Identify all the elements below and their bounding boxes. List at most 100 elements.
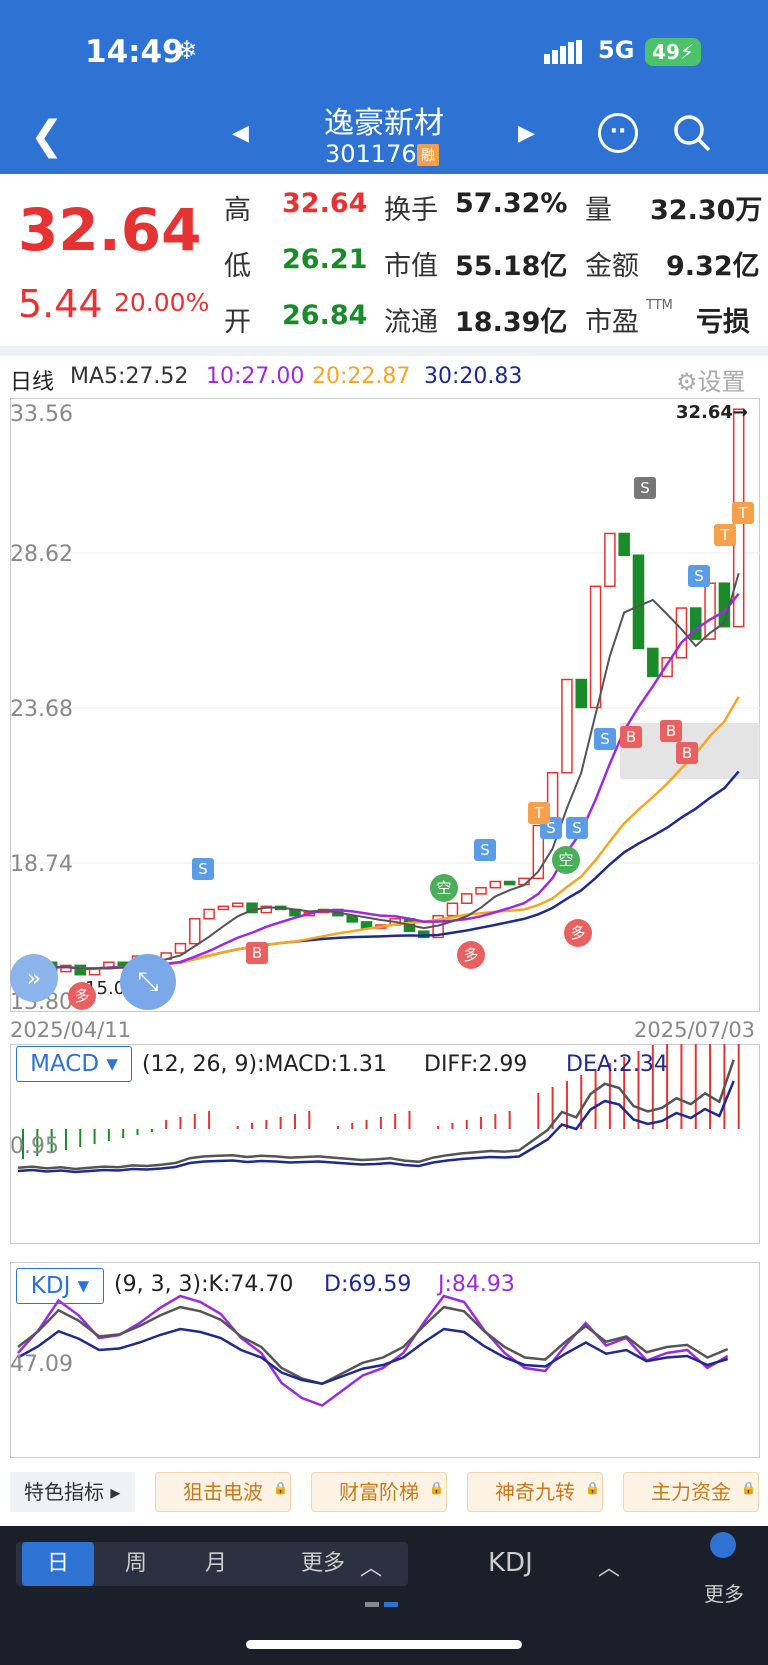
page-indicator-active — [384, 1602, 398, 1607]
lock-icon: 🔒 — [429, 1481, 444, 1495]
kdj-svg — [17, 1294, 729, 1407]
stock-code: 301176 — [325, 140, 417, 168]
kline-chart[interactable] — [10, 398, 760, 1012]
macd-diff: DIFF:2.99 — [424, 1052, 528, 1077]
feature-magic-nine[interactable]: 神奇九转 🔒 — [467, 1472, 603, 1512]
signal-b-1[interactable]: B — [246, 942, 268, 964]
period-label: 日线 — [10, 370, 55, 395]
signal-duo-3[interactable]: 多 — [564, 919, 592, 947]
fullscreen-icon[interactable]: ⤡ — [120, 954, 176, 1010]
signal-duo-2[interactable]: 多 — [457, 941, 485, 969]
macd-panel[interactable] — [10, 1044, 760, 1244]
signal-s-7[interactable]: S — [634, 477, 656, 499]
candle — [74, 964, 87, 976]
kdj-panel[interactable] — [10, 1262, 760, 1458]
chevron-up-icon[interactable]: ︿ — [598, 1556, 621, 1581]
candle — [475, 886, 487, 895]
signal-t-3[interactable]: T — [732, 502, 754, 524]
pe-value: 亏损 — [696, 307, 750, 338]
signal-s-1[interactable]: S — [192, 858, 214, 880]
next-stock-button[interactable]: ▶ — [518, 121, 535, 146]
battery-icon: 49⚡ — [645, 38, 701, 66]
signal-s-6[interactable]: S — [688, 565, 710, 587]
signal-s-5[interactable]: S — [594, 728, 616, 750]
amount-label: 金额 — [585, 251, 639, 282]
market-cap-label: 市值 — [384, 251, 438, 282]
signal-b-3[interactable]: B — [660, 720, 682, 742]
tab-month[interactable]: 月 — [204, 1551, 227, 1576]
feature-main-funds[interactable]: 主力资金 🔒 — [623, 1472, 759, 1512]
header-bar: 14:49 ❄ 5G 49⚡ ❮ ◀ 逸豪新材 301176 融 ▶ ·· — [0, 0, 768, 174]
signal-kong-1[interactable]: 空 — [430, 874, 458, 902]
macd-dropdown[interactable]: MACD ▾ — [16, 1046, 132, 1082]
amount-value: 9.32亿 — [666, 251, 760, 282]
settings-button[interactable]: ⚙设置 — [676, 368, 746, 396]
signal-s-2[interactable]: S — [474, 839, 496, 861]
divider — [0, 346, 768, 356]
margin-badge: 融 — [417, 144, 439, 166]
macd-dea: DEA:2.34 — [566, 1052, 668, 1077]
y-label-3: 23.68 — [10, 697, 73, 722]
candle — [589, 585, 602, 709]
chevron-up-icon[interactable]: ︿ — [360, 1556, 383, 1581]
lock-icon: 🔒 — [741, 1481, 756, 1495]
candle — [246, 902, 258, 914]
signal-icon — [544, 40, 582, 64]
turnover-value: 57.32% — [455, 188, 568, 219]
pe-label: 市盈 — [585, 307, 639, 338]
candle — [632, 554, 645, 650]
more-icon[interactable] — [710, 1532, 736, 1558]
feature-wealth-ladder[interactable]: 财富阶梯 🔒 — [311, 1472, 447, 1512]
candle — [503, 880, 516, 886]
last-price: 32.64 — [18, 196, 202, 264]
kdj-dropdown[interactable]: KDJ ▾ — [16, 1268, 104, 1304]
signal-b-4[interactable]: B — [676, 742, 698, 764]
signal-kong-2[interactable]: 空 — [552, 846, 580, 874]
signal-t-2[interactable]: T — [714, 524, 736, 546]
candle — [231, 902, 244, 908]
network-label: 5G — [598, 36, 635, 64]
page-indicator — [365, 1602, 379, 1607]
date-start: 2025/04/11 — [10, 1018, 132, 1042]
y-label-2: 28.62 — [10, 542, 73, 567]
feature-indicator-menu[interactable]: 特色指标 ▸ — [10, 1472, 135, 1512]
macd-svg — [17, 1044, 740, 1174]
candle — [446, 902, 459, 917]
macd-level: 0.95 — [10, 1134, 59, 1159]
candle — [661, 657, 673, 678]
more-button[interactable]: 更多 — [704, 1582, 744, 1606]
open-value: 26.84 — [282, 300, 368, 331]
candle — [675, 607, 688, 659]
tab-week[interactable]: 周 — [124, 1551, 147, 1576]
candle — [604, 532, 616, 588]
y-label-top: 33.56 — [10, 402, 73, 427]
candle — [575, 678, 588, 709]
chat-icon[interactable]: ·· — [598, 113, 638, 153]
search-icon[interactable] — [672, 113, 712, 153]
collapse-icon[interactable]: » — [10, 954, 58, 1002]
lock-icon: 🔒 — [585, 1481, 600, 1495]
ma10-label: 10:27.00 — [206, 364, 305, 389]
macd-params: (12, 26, 9):MACD:1.31 — [142, 1052, 387, 1077]
candle — [489, 880, 502, 889]
tab-more[interactable]: 更多 — [300, 1551, 345, 1576]
signal-b-2[interactable]: B — [620, 726, 642, 748]
low-label: 低 — [224, 251, 251, 282]
tab-day[interactable]: 日 — [22, 1542, 94, 1586]
signal-duo-1[interactable]: 多 — [68, 982, 96, 1010]
market-cap-value: 55.18亿 — [455, 251, 568, 282]
candle — [689, 607, 702, 640]
signal-s-4[interactable]: S — [566, 817, 588, 839]
signal-t-1[interactable]: T — [528, 802, 550, 824]
volume-value: 32.30万 — [650, 195, 763, 226]
lock-icon: 🔒 — [273, 1481, 288, 1495]
candle — [189, 918, 201, 945]
indicator-selector[interactable]: KDJ — [488, 1548, 533, 1578]
back-button[interactable]: ❮ — [30, 113, 64, 159]
feature-sniper-wave[interactable]: 狙击电波 🔒 — [155, 1472, 291, 1512]
high-label: 高 — [224, 195, 251, 226]
kdj-k: (9, 3, 3):K:74.70 — [114, 1272, 294, 1297]
kdj-level: 47.09 — [10, 1352, 73, 1377]
prev-stock-button[interactable]: ◀ — [232, 121, 249, 146]
float-cap-label: 流通 — [384, 307, 438, 338]
